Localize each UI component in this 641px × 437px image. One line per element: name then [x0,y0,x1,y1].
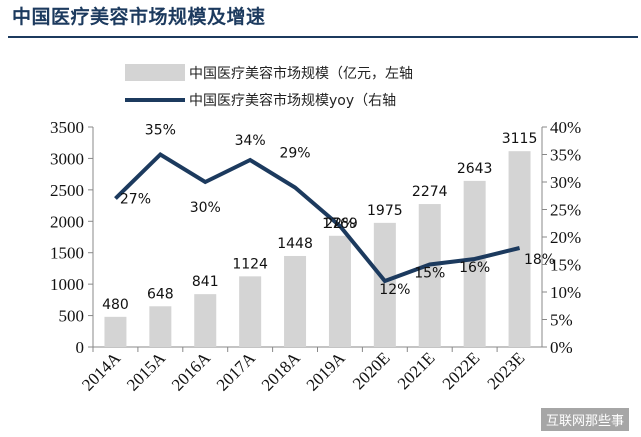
right-tick-label: 15% [550,256,581,275]
yoy-line [114,151,521,284]
x-tick-label: 2018A [258,348,305,395]
left-tick-label: 2000 [50,212,84,231]
right-tick-label: 25% [550,201,581,220]
bar [149,306,172,347]
page-title: 中国医疗美容市场规模及增速 [12,6,266,28]
legend-bar-swatch [125,64,185,81]
bar-value-label: 2274 [412,184,448,200]
x-tick-label: 2021E [394,348,439,393]
x-tick-label: 2015A [123,348,170,395]
axes: 0 500 1000 1500 2000 2500 3000 3500 0% 5% 10% 15% 20… [50,118,581,395]
right-tick-label: 35% [550,146,581,165]
right-tick-label: 10% [550,283,581,302]
left-tick-label: 500 [59,307,85,326]
yoy-value-label: 34% [235,133,266,149]
x-tick-label: 2017A [213,348,260,395]
legend-line-label: 中国医疗美容市场规模yoy（右轴 [189,92,396,109]
yoy-value-label: 30% [190,200,221,216]
yoy-value-label: 29% [279,146,310,162]
bar-value-label: 480 [102,297,129,313]
bars [104,151,531,347]
yoy-series-line [114,151,521,284]
right-tick-label: 40% [550,118,581,137]
left-tick-label: 1000 [50,275,84,294]
bar [373,222,396,347]
right-tick-label: 5% [550,311,573,330]
x-tick-label: 2019A [303,348,350,395]
left-tick-label: 0 [76,338,85,357]
yoy-value-label: 12% [379,282,410,298]
left-tick-label: 1500 [50,244,84,263]
yoy-value-label: 15% [414,266,445,282]
yoy-value-label: 27% [120,192,151,208]
right-tick-label: 0% [550,338,573,357]
bar [104,316,127,347]
yoy-value-label: 18% [524,252,555,268]
bar [194,294,217,347]
legend-bar-label: 中国医疗美容市场规模（亿元，左轴 [189,65,413,82]
x-tick-label: 2014A [78,348,125,395]
bar [463,180,486,347]
x-tick-label: 2020E [349,348,394,393]
right-tick-label: 30% [550,173,581,192]
data-labels: 480 648 841 1124 1448 1769 1975 2274 2643 3115 27%… [102,123,555,313]
yoy-value-label: 22% [324,216,355,232]
x-tick-label: 2023E [484,348,529,393]
yoy-value-label: 16% [459,260,490,276]
left-tick-label: 3500 [50,118,84,137]
bar [418,204,441,347]
bar [284,255,307,347]
bar-value-label: 1769 [322,216,358,232]
bar-value-label: 1124 [232,256,268,272]
bar [328,235,351,347]
bar-value-label: 841 [192,274,219,290]
left-tick-label: 3000 [50,149,84,168]
watermark: 互联网那些事 [540,408,629,431]
left-tick-label: 2500 [50,181,84,200]
bar-value-label: 3115 [502,131,538,147]
yoy-value-label: 35% [145,123,176,139]
x-tick-label: 2022E [439,348,484,393]
legend: 中国医疗美容市场规模（亿元，左轴 中国医疗美容市场规模yoy（右轴 [125,64,413,109]
x-tick-label: 2016A [168,348,215,395]
bar-value-label: 648 [147,286,174,302]
right-tick-label: 20% [550,228,581,247]
bar-value-label: 2643 [457,161,493,177]
title-divider [8,36,638,38]
bar [239,276,262,347]
bar-value-label: 1975 [367,203,403,219]
bar-value-label: 1448 [277,236,313,252]
